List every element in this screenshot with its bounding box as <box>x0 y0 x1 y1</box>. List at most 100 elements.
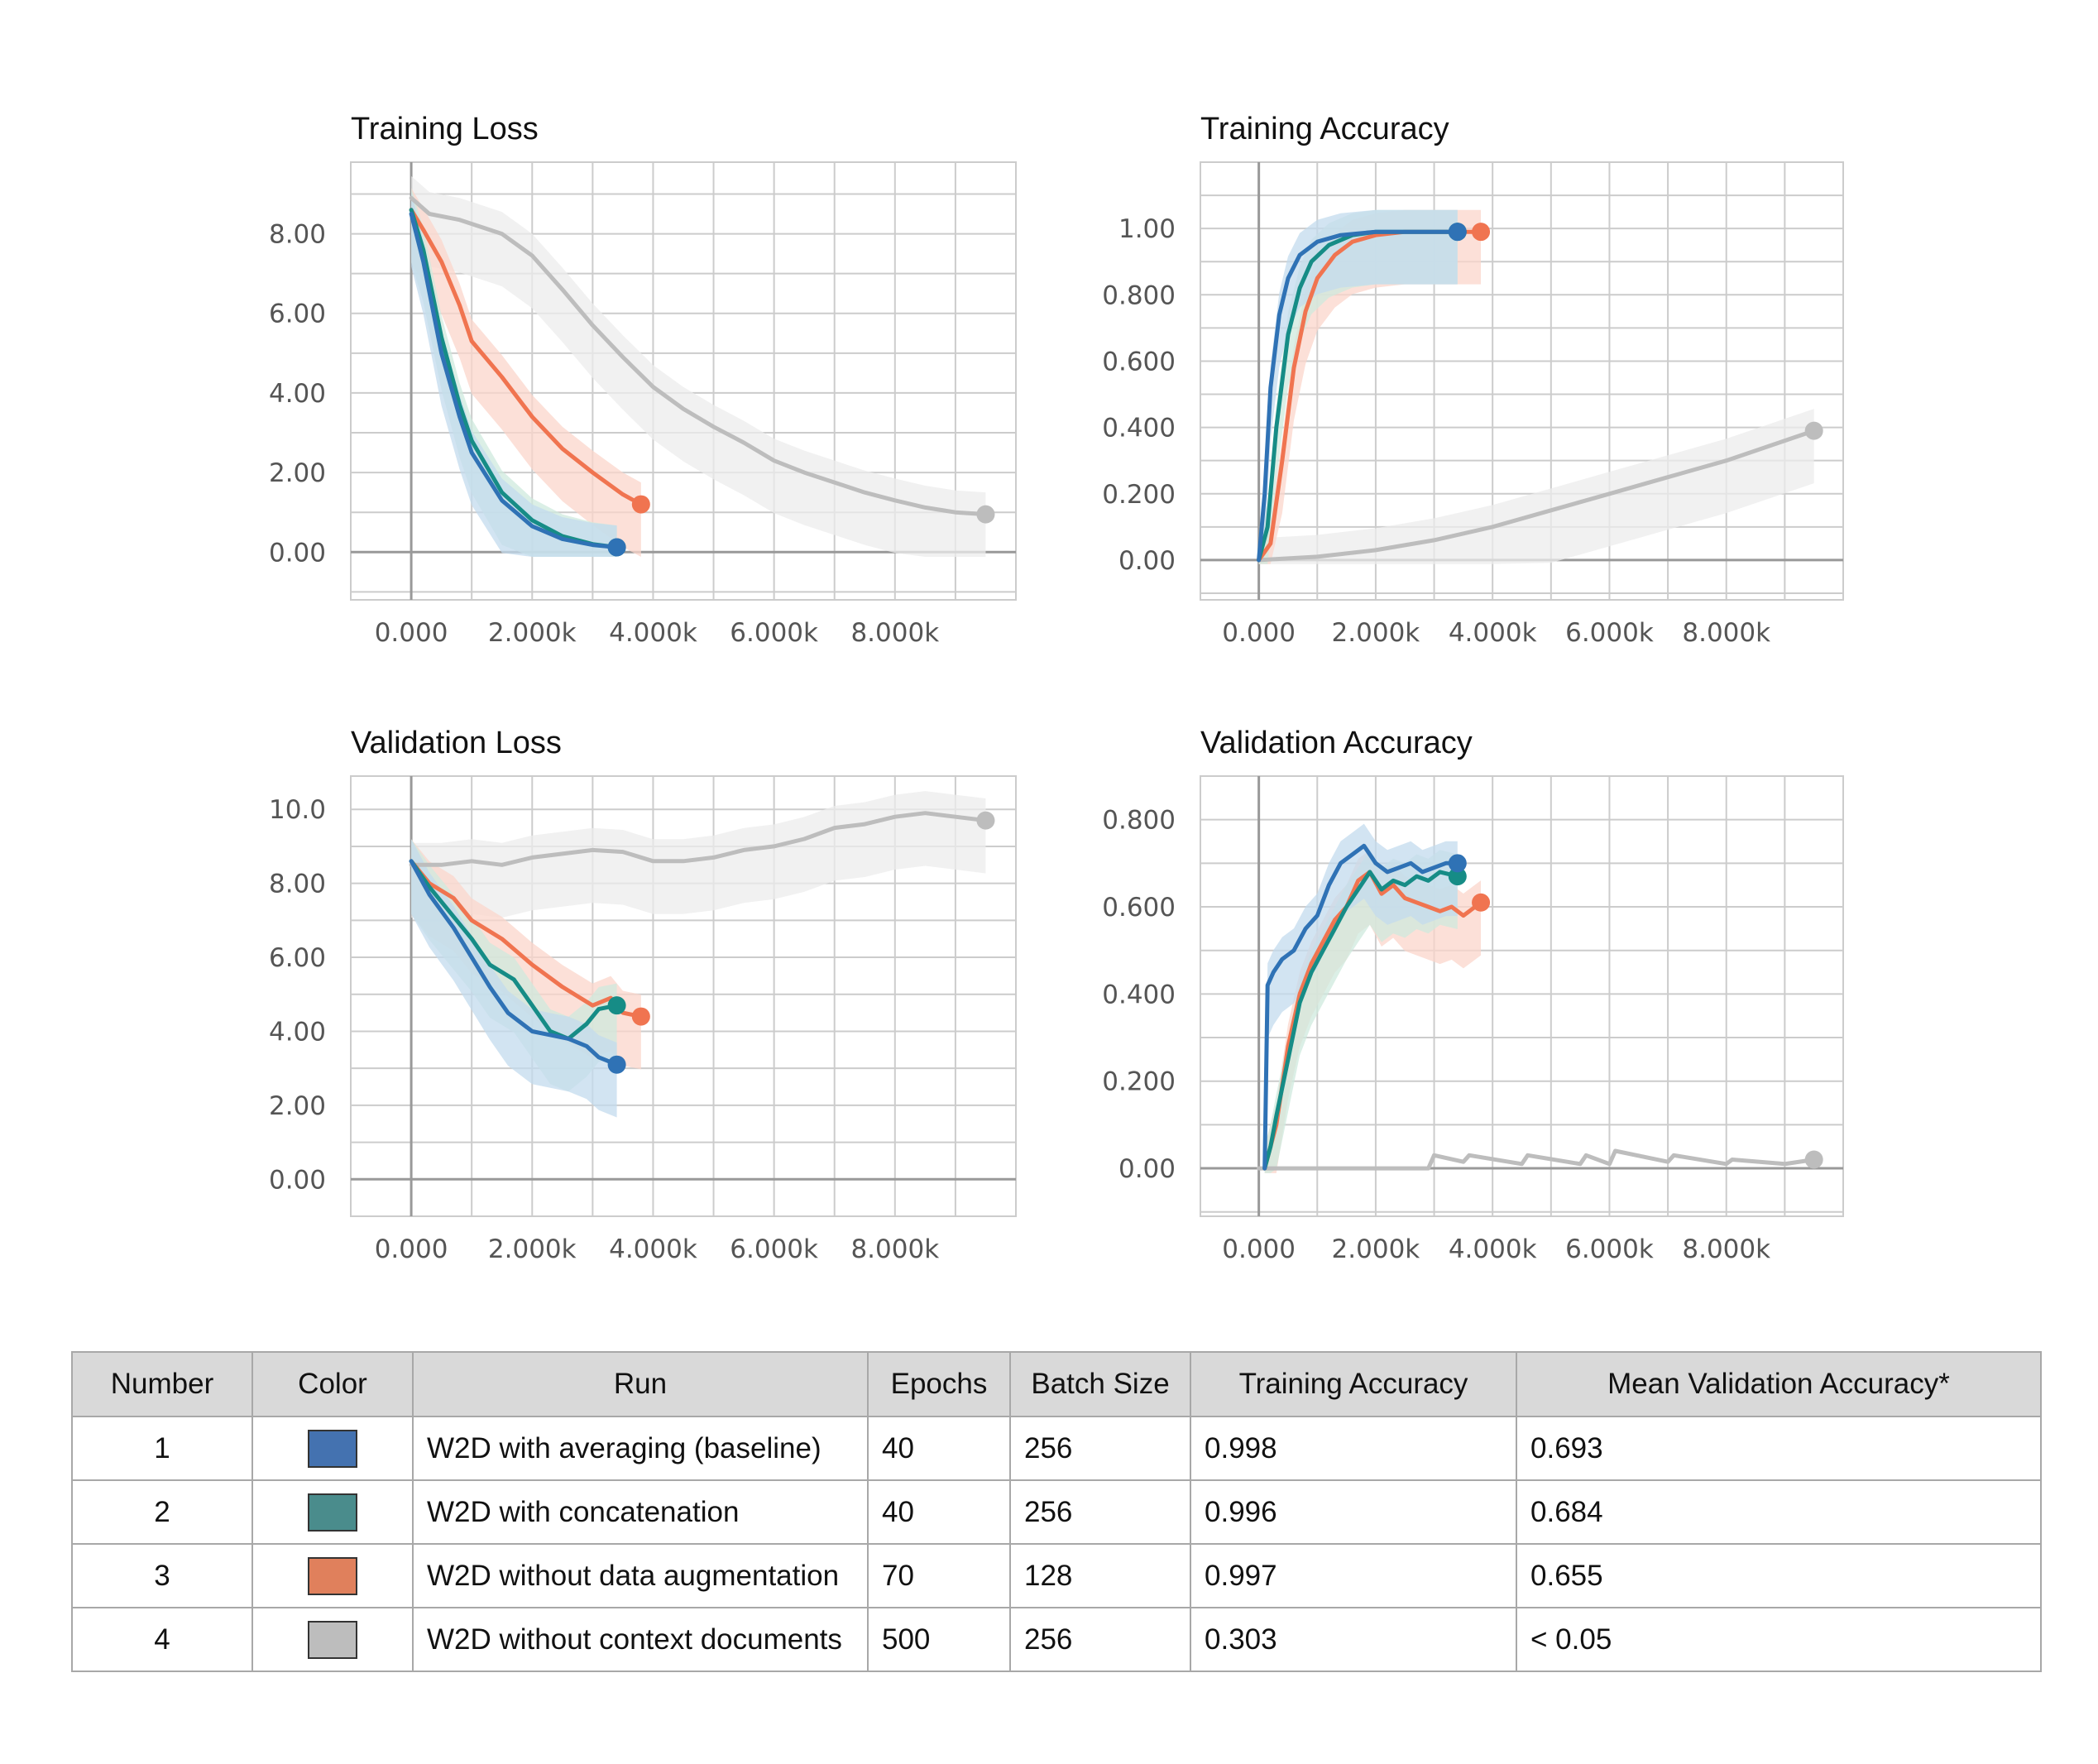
cell-epochs: 40 <box>867 1479 1011 1545</box>
x-tick-label: 6.000k <box>1565 618 1654 648</box>
x-tick-label: 8.000k <box>1682 618 1770 648</box>
color-swatch <box>308 1556 357 1595</box>
x-tick-label: 0.000 <box>375 1234 448 1264</box>
chart-title: Validation Loss <box>351 726 562 760</box>
cell-training-accuracy: 0.303 <box>1190 1607 1517 1672</box>
plot-border <box>350 161 1017 601</box>
x-tick-label: 4.000k <box>609 618 697 648</box>
cell-color <box>251 1416 414 1481</box>
series-endpoint-run-3 <box>1472 893 1491 912</box>
plot-border <box>1200 161 1844 601</box>
color-swatch <box>308 1493 357 1532</box>
series-endpoint-run-2 <box>607 996 626 1015</box>
x-tick-label: 8.000k <box>850 618 939 648</box>
y-tick-label: 0.200 <box>1102 480 1176 510</box>
series-line-run-3 <box>1262 870 1483 1171</box>
series-line-run-2 <box>409 859 620 1041</box>
y-tick-label: 10.0 <box>269 795 326 825</box>
series-endpoint-run-1 <box>607 538 626 557</box>
raw-band-run-1 <box>411 839 617 1118</box>
x-tick-label: 6.000k <box>730 618 818 648</box>
x-tick-label: 2.000k <box>1332 1234 1420 1264</box>
y-tick-label: 0.600 <box>1102 893 1176 923</box>
series-line-run-3 <box>409 208 644 507</box>
y-tick-label: 0.800 <box>1102 806 1176 836</box>
y-tick-label: 0.200 <box>1102 1067 1176 1097</box>
cell-number: 1 <box>71 1416 253 1481</box>
x-tick-label: 2.000k <box>1332 618 1420 648</box>
series-line-run-1 <box>1262 843 1460 1171</box>
chart-0: Training Loss 0.000 2.000k 4.000k 6.000k 8.00… <box>269 112 1017 648</box>
raw-band-run-1 <box>1264 823 1458 1173</box>
y-tick-label: 2.00 <box>269 1091 326 1121</box>
raw-band-run-1 <box>411 192 617 558</box>
cell-number: 2 <box>71 1479 253 1545</box>
y-tick-label: 0.00 <box>269 538 326 568</box>
cell-training-accuracy: 0.997 <box>1190 1543 1517 1608</box>
table-header-row: Number Color Run Epochs Batch Size Train… <box>71 1351 2042 1417</box>
cell-run: W2D without context documents <box>412 1607 869 1672</box>
cell-epochs: 500 <box>867 1607 1011 1672</box>
y-tick-label: 2.00 <box>269 458 326 488</box>
series-endpoint-run-3 <box>631 495 650 514</box>
series-line-run-4 <box>409 811 988 867</box>
x-tick-label: 0.000 <box>375 618 448 648</box>
header-batch-size: Batch Size <box>1009 1351 1191 1417</box>
cell-run: W2D without data augmentation <box>412 1543 869 1608</box>
cell-run: W2D with averaging (baseline) <box>412 1416 869 1481</box>
series-endpoint-run-1 <box>607 1055 626 1074</box>
x-tick-label: 6.000k <box>1565 1234 1654 1264</box>
raw-band-run-4 <box>411 175 986 558</box>
raw-band-run-4 <box>1258 409 1814 564</box>
raw-band-run-1 <box>1258 209 1458 564</box>
x-tick-label: 4.000k <box>609 1234 697 1264</box>
header-epochs: Epochs <box>867 1351 1011 1417</box>
series-line-run-1 <box>409 859 620 1067</box>
chart-2: Validation Loss 0.000 2.000k 4.000k 6.000k 8.… <box>269 726 1017 1264</box>
charts-canvas: Training Loss 0.000 2.000k 4.000k 6.000k 8.00… <box>269 112 1844 1264</box>
header-training-accuracy: Training Accuracy <box>1190 1351 1517 1417</box>
x-tick-label: 0.000 <box>1222 1234 1296 1264</box>
chart-title: Validation Accuracy <box>1200 726 1473 760</box>
cell-mean-validation-accuracy: 0.693 <box>1516 1416 2042 1481</box>
cell-mean-validation-accuracy: < 0.05 <box>1516 1607 2042 1672</box>
header-color: Color <box>251 1351 414 1417</box>
table-row: 1 W2D with averaging (baseline) 40 256 0… <box>71 1416 2042 1481</box>
x-tick-label: 8.000k <box>1682 1234 1770 1264</box>
x-tick-label: 6.000k <box>730 1234 818 1264</box>
y-tick-label: 0.00 <box>1118 1154 1176 1184</box>
table-row: 2 W2D with concatenation 40 256 0.996 0.… <box>71 1479 2042 1545</box>
series-line-run-4 <box>409 195 988 517</box>
chart-title: Training Accuracy <box>1200 112 1449 146</box>
y-tick-label: 0.400 <box>1102 980 1176 1009</box>
y-tick-label: 8.00 <box>269 870 326 899</box>
cell-epochs: 70 <box>867 1543 1011 1608</box>
y-tick-label: 8.00 <box>269 220 326 250</box>
cell-number: 4 <box>71 1607 253 1672</box>
y-tick-label: 6.00 <box>269 300 326 329</box>
y-tick-label: 0.00 <box>1118 546 1176 576</box>
cell-color <box>251 1607 414 1672</box>
y-tick-label: 4.00 <box>269 379 326 409</box>
table-row: 3 W2D without data augmentation 70 128 0… <box>71 1543 2042 1608</box>
cell-color <box>251 1543 414 1608</box>
series-endpoint-run-1 <box>1448 854 1467 873</box>
y-tick-label: 4.00 <box>269 1017 326 1047</box>
cell-batch-size: 256 <box>1009 1416 1191 1481</box>
series-endpoint-run-1 <box>1448 223 1467 242</box>
cell-training-accuracy: 0.998 <box>1190 1416 1517 1481</box>
y-tick-label: 0.800 <box>1102 280 1176 310</box>
x-tick-label: 0.000 <box>1222 618 1296 648</box>
series-endpoint-run-3 <box>1472 223 1491 242</box>
x-tick-label: 4.000k <box>1449 618 1537 648</box>
series-endpoint-run-2 <box>1448 867 1467 886</box>
series-endpoint-run-3 <box>631 1007 650 1026</box>
color-swatch <box>308 1429 357 1468</box>
series-line-run-1 <box>409 212 620 549</box>
header-run: Run <box>412 1351 869 1417</box>
cell-training-accuracy: 0.996 <box>1190 1479 1517 1545</box>
y-tick-label: 0.400 <box>1102 414 1176 443</box>
cell-batch-size: 128 <box>1009 1543 1191 1608</box>
plot-border <box>1200 775 1844 1217</box>
header-mean-validation-accuracy: Mean Validation Accuracy* <box>1516 1351 2042 1417</box>
